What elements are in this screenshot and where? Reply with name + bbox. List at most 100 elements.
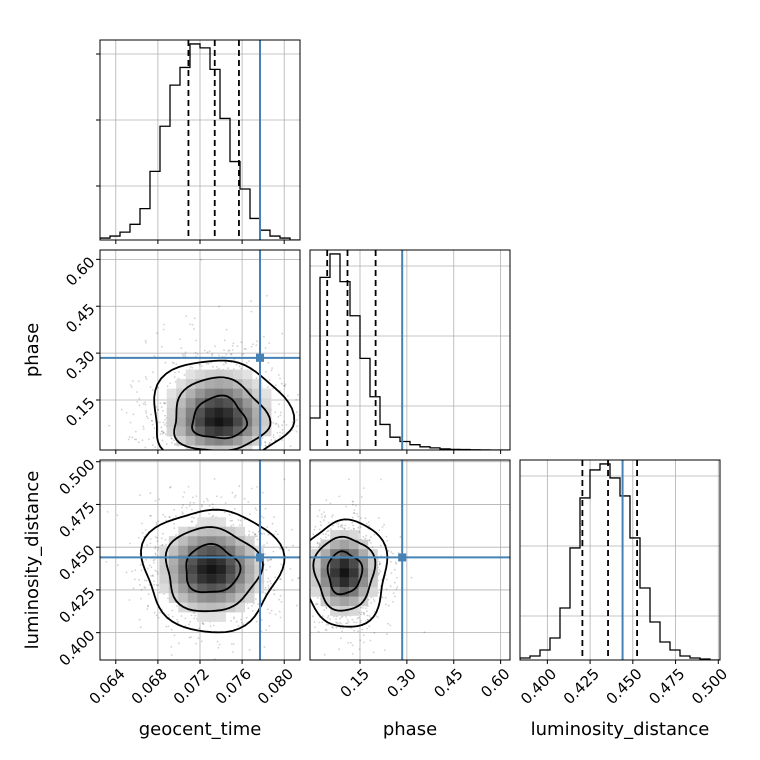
density-block	[358, 568, 369, 578]
density-block	[166, 407, 177, 418]
density-block	[185, 379, 196, 389]
scatter-point	[386, 540, 389, 542]
scatter-point	[105, 560, 108, 563]
scatter-point	[389, 585, 392, 588]
scatter-point	[313, 528, 316, 531]
density-block	[225, 536, 236, 546]
scatter-point	[151, 419, 153, 422]
scatter-point	[209, 625, 212, 628]
x-tick-label: 0.072	[170, 665, 213, 708]
scatter-point	[396, 586, 399, 588]
density-block	[252, 436, 262, 446]
scatter-point	[355, 621, 358, 624]
scatter-point	[278, 598, 280, 601]
density-block	[187, 526, 198, 537]
scatter-point	[362, 634, 365, 636]
density-block	[214, 417, 224, 427]
scatter-point	[363, 611, 365, 614]
density-block	[168, 583, 179, 594]
scatter-point	[345, 616, 347, 618]
scatter-point	[152, 436, 155, 439]
density-block	[159, 555, 169, 565]
scatter-point	[270, 558, 273, 561]
density-block	[358, 558, 369, 569]
density-block	[252, 398, 262, 408]
scatter-point	[331, 626, 334, 629]
density-block	[176, 417, 186, 427]
panel-frame	[309, 249, 511, 451]
scatter-point	[243, 518, 246, 521]
scatter-point	[146, 417, 149, 420]
density-block	[252, 407, 262, 418]
scatter-point	[341, 630, 343, 632]
scatter-point	[144, 587, 147, 589]
scatter-point	[160, 406, 163, 408]
scatter-point	[180, 347, 183, 350]
scatter-point	[231, 349, 234, 351]
density-block	[195, 426, 205, 437]
y-tick-label: 0.425	[55, 584, 98, 627]
scatter-point	[254, 533, 257, 536]
density-block	[204, 369, 215, 380]
scatter-point	[162, 431, 165, 434]
scatter-point	[149, 542, 152, 545]
scatter-point	[211, 354, 214, 357]
scatter-point	[273, 516, 275, 518]
density-block	[358, 587, 369, 597]
density-block	[197, 536, 207, 546]
density-block	[195, 407, 205, 418]
density-block	[330, 530, 340, 540]
scatter-point	[351, 521, 354, 524]
scatter-point	[174, 381, 177, 383]
scatter-point	[181, 353, 184, 356]
scatter-point	[264, 441, 267, 444]
scatter-point	[220, 496, 223, 498]
density-block	[330, 577, 340, 588]
scatter-point	[167, 597, 169, 600]
scatter-point	[144, 339, 147, 342]
scatter-point	[136, 391, 138, 393]
scatter-point	[184, 351, 187, 354]
density-block	[358, 549, 369, 559]
scatter-point	[288, 549, 290, 552]
scatter-point	[378, 529, 381, 532]
density-block	[368, 577, 378, 588]
scatter-point	[191, 323, 194, 326]
scatter-point	[151, 423, 154, 426]
scatter-point	[149, 386, 152, 388]
scatter-point	[157, 584, 160, 587]
scatter-point	[349, 641, 352, 644]
scatter-point	[301, 568, 303, 570]
scatter-point	[188, 505, 191, 507]
scatter-point	[147, 567, 149, 570]
scatter-point	[265, 294, 268, 297]
scatter-point	[146, 604, 149, 607]
scatter-point	[394, 595, 396, 598]
density-block	[204, 436, 215, 446]
scatter-point	[387, 622, 389, 625]
scatter-point	[377, 517, 380, 519]
scatter-point	[255, 377, 258, 379]
scatter-point	[141, 522, 143, 525]
scatter-point	[367, 521, 370, 523]
scatter-point	[270, 558, 272, 561]
scatter-point	[339, 525, 342, 528]
scatter-point	[270, 582, 272, 585]
scatter-point	[142, 560, 145, 563]
density-block	[206, 564, 217, 575]
scatter-point	[325, 624, 328, 626]
scatter-point	[336, 622, 339, 625]
scatter-point	[175, 515, 177, 517]
density-block	[320, 549, 331, 559]
scatter-point	[159, 611, 162, 614]
density-block	[311, 587, 321, 597]
scatter-point	[365, 610, 368, 613]
density-blocks	[311, 530, 378, 616]
scatter-point	[269, 442, 271, 444]
scatter-point	[337, 525, 340, 528]
scatter-point	[365, 534, 368, 537]
scatter-point	[389, 624, 392, 627]
scatter-point	[145, 558, 148, 561]
scatter-point	[155, 584, 158, 586]
scatter-point	[144, 528, 147, 531]
